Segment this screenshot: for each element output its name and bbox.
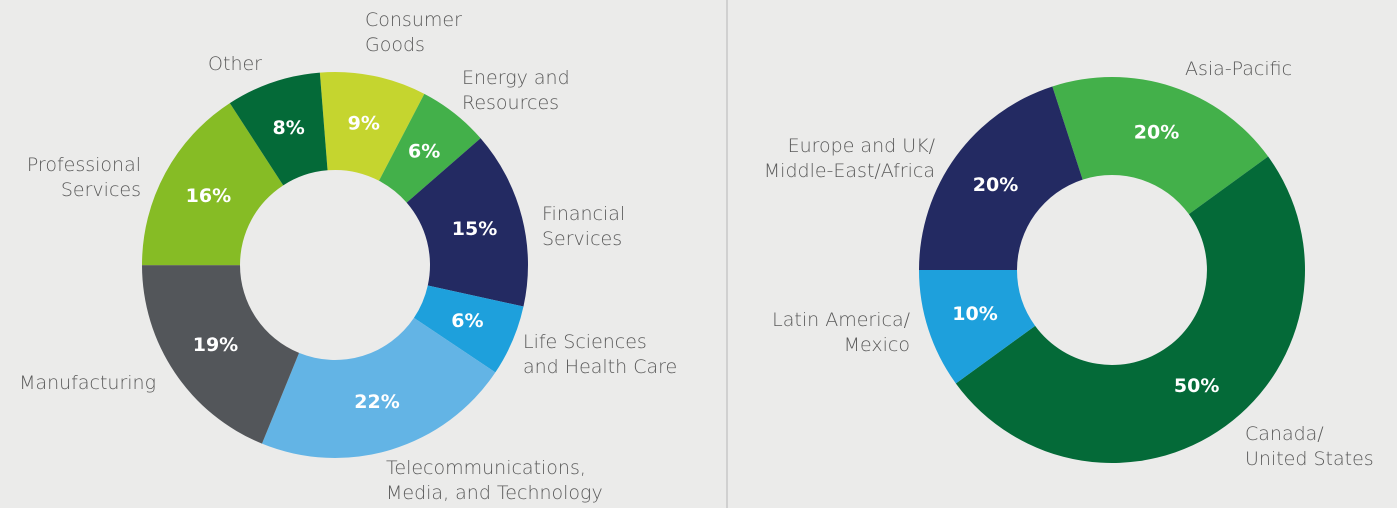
- category-label: Financial Services: [542, 203, 626, 250]
- slice: [261, 317, 496, 458]
- slice: [1052, 77, 1269, 215]
- category-label: Professional Services: [26, 154, 141, 201]
- value-label: 50%: [1174, 375, 1219, 397]
- value-label: 15%: [452, 218, 497, 240]
- category-label: Manufacturing: [19, 372, 156, 394]
- slice: [919, 270, 1036, 384]
- value-label: 10%: [952, 303, 997, 325]
- category-label: Latin America/ Mexico: [772, 309, 910, 356]
- value-label: 20%: [1134, 122, 1179, 144]
- slice: [319, 72, 425, 181]
- slice: [142, 103, 284, 266]
- slice: [142, 265, 300, 444]
- slice: [955, 156, 1305, 464]
- value-label: 6%: [408, 140, 440, 162]
- category-label: Canada/ United States: [1245, 423, 1374, 470]
- slice: [229, 72, 328, 186]
- value-label: 19%: [193, 334, 238, 356]
- category-label: Consumer Goods: [365, 9, 462, 56]
- category-label: Europe and UK/ Middle-East/Africa: [763, 135, 935, 182]
- slice: [406, 138, 528, 307]
- value-label: 9%: [348, 112, 380, 134]
- value-label: 16%: [186, 185, 231, 207]
- slice: [378, 93, 481, 203]
- category-label: Life Sciences and Health Care: [523, 331, 678, 378]
- value-label: 22%: [354, 391, 399, 413]
- category-label: Energy and Resources: [462, 67, 570, 114]
- value-label: 8%: [273, 117, 305, 139]
- slice: [919, 86, 1083, 270]
- value-label: 20%: [973, 174, 1018, 196]
- category-label: Asia-Pacific: [1185, 58, 1293, 80]
- slice: [413, 285, 524, 373]
- value-label: 6%: [451, 310, 483, 332]
- category-label: Telecommunications, Media, and Technolog…: [386, 457, 603, 504]
- category-label: Other: [208, 53, 262, 75]
